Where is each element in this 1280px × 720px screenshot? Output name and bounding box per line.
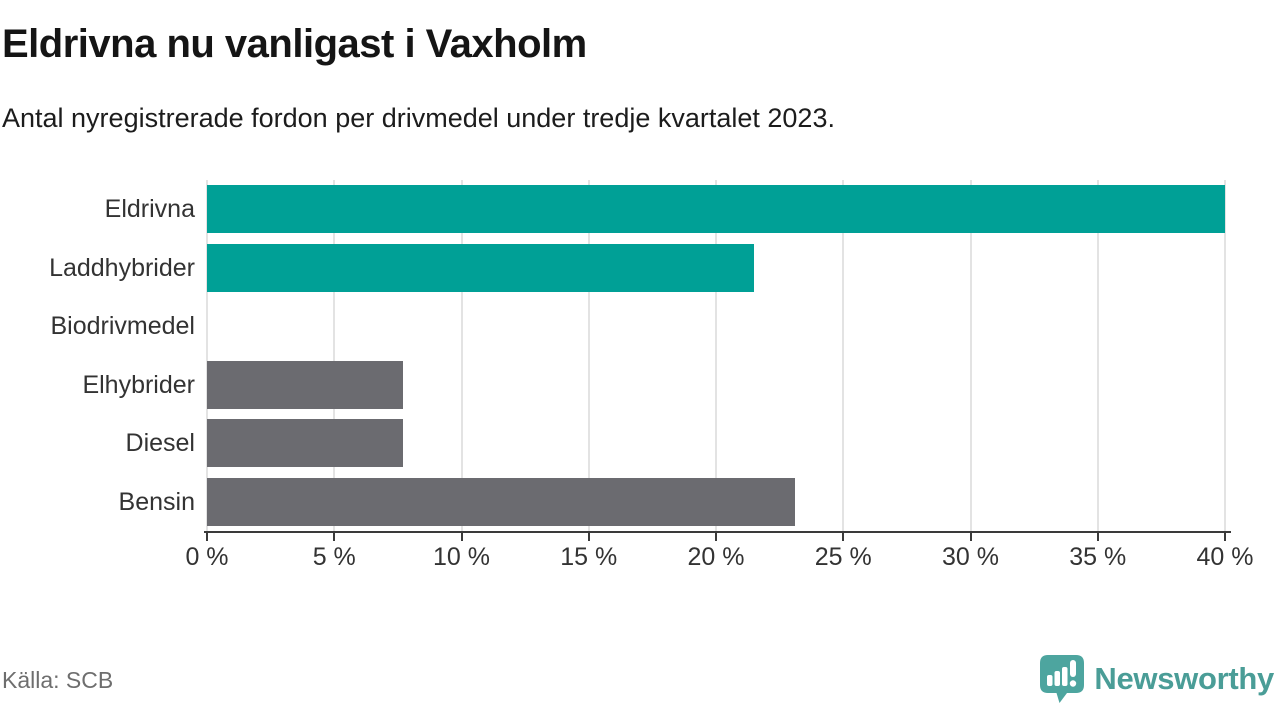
category-label-bensin: Bensin (118, 487, 195, 516)
x-tick-15 (587, 531, 590, 541)
bar-row-bensin (207, 473, 1225, 532)
bar-eldrivna (207, 185, 1225, 233)
plot-area (206, 180, 1226, 532)
newsworthy-logo: Newsworthy (1038, 653, 1274, 705)
x-tick-label-25: 25 % (814, 543, 872, 571)
category-label-laddhybrider: Laddhybrider (49, 253, 195, 282)
gridline-35 (1096, 180, 1099, 531)
gridline-5 (333, 180, 336, 531)
gridline-10 (460, 180, 463, 531)
x-tick-20 (715, 531, 717, 541)
x-tick-30 (969, 531, 972, 541)
x-tick-35 (1096, 531, 1099, 541)
x-tick-label-15: 15 % (560, 543, 618, 571)
y-axis-labels: Eldrivna Laddhybrider Biodrivmedel Elhybrid… (0, 180, 195, 531)
x-axis-line (204, 531, 1231, 533)
gridline-25 (842, 180, 845, 531)
newsworthy-logo-text: Newsworthy (1094, 661, 1274, 696)
x-tick-label-5: 5 % (312, 543, 356, 571)
bar-laddhybrider (207, 243, 755, 292)
category-label-diesel: Diesel (125, 429, 195, 457)
gridline-40 (1224, 180, 1226, 531)
source-text: Källa: SCB (2, 667, 114, 693)
gridline-30 (969, 180, 972, 531)
bar-row-laddhybrider (207, 239, 1225, 298)
bar-row-diesel (207, 414, 1225, 473)
x-tick-40 (1224, 531, 1226, 541)
category-label-elhybrider: Elhybrider (82, 370, 195, 399)
x-tick-0 (206, 531, 208, 541)
x-tick-10 (460, 531, 463, 541)
bar-bensin (207, 477, 795, 526)
x-tick-label-30: 30 % (942, 543, 999, 571)
category-label-biodrivmedel: Biodrivmedel (50, 312, 195, 340)
gridline-15 (587, 180, 590, 531)
x-tick-label-40: 40 % (1196, 543, 1254, 571)
gridline-0 (206, 180, 208, 531)
bar-row-elhybrider (207, 356, 1225, 415)
bar-diesel (207, 419, 403, 467)
x-tick-label-20: 20 % (687, 543, 745, 571)
bar-row-eldrivna (207, 180, 1225, 239)
gridline-20 (715, 180, 717, 531)
x-tick-label-0: 0 % (185, 543, 229, 571)
chart-subtitle: Antal nyregistrerade fordon per drivmede… (2, 103, 835, 133)
chart-title: Eldrivna nu vanligast i Vaxholm (2, 22, 587, 66)
category-label-eldrivna: Eldrivna (104, 195, 195, 223)
newsworthy-logo-icon (1040, 655, 1085, 703)
bar-elhybrider (207, 360, 403, 409)
x-tick-25 (842, 531, 845, 541)
x-tick-label-10: 10 % (433, 543, 490, 571)
x-tick-label-35: 35 % (1069, 543, 1127, 571)
x-tick-5 (333, 531, 336, 541)
bar-row-biodrivmedel (207, 297, 1225, 356)
